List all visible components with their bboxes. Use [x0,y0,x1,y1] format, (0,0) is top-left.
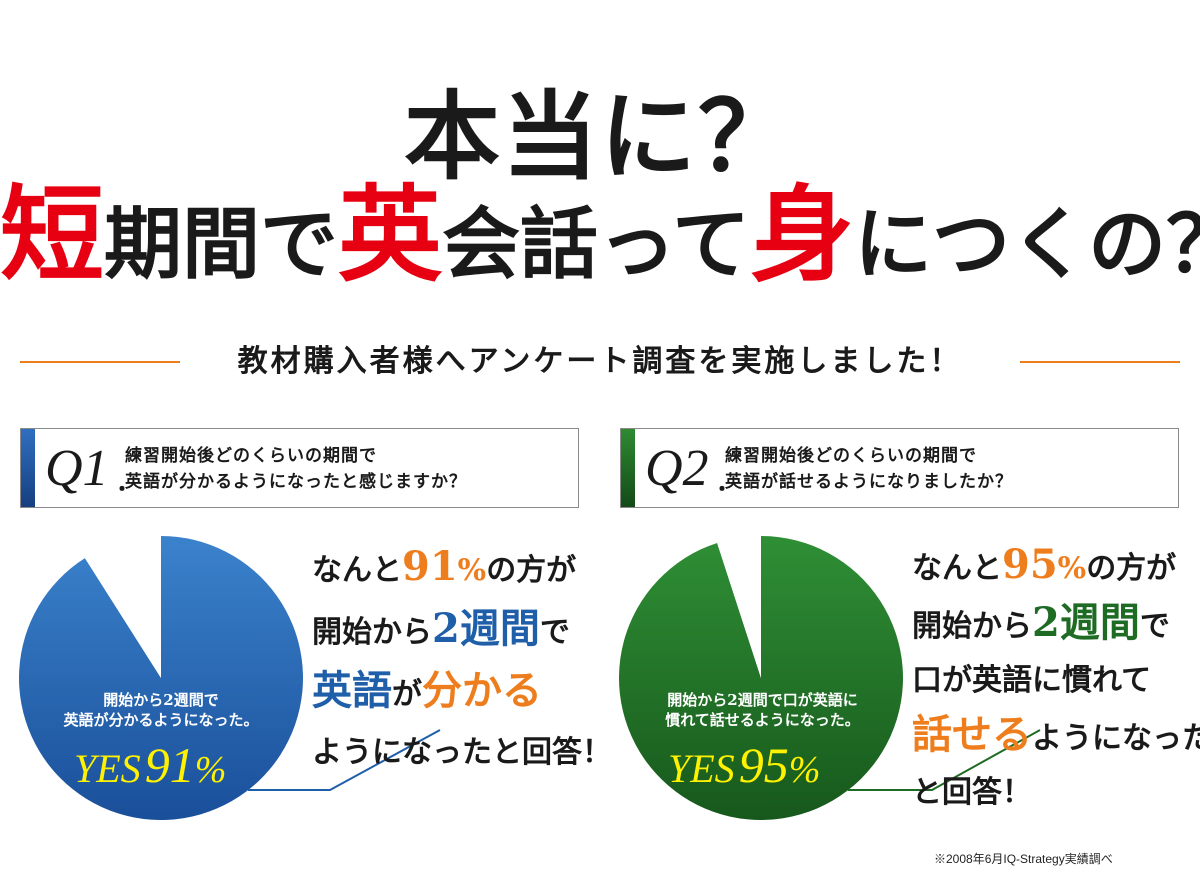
q2-result-segment: 開始から [912,609,1032,644]
q1-pie-slice-yes [18,536,303,820]
q2-yes-number: 95 [738,737,789,793]
q1-yes-label: YES [74,746,141,791]
q2-number: Q2 [645,440,709,497]
q1-result-line: なんと91%の方が [312,540,612,602]
q1-yes-number: 91 [144,737,195,793]
q2-pie-slice-other [717,536,761,678]
q2-result-segment: で [1139,609,1170,644]
q1-pie-chart [18,536,303,820]
q1-result-segment: の方が [486,553,577,588]
survey-subtitle: 教材購入者様へアンケート調査を実施しました！ [237,344,963,379]
q2-result-segment: なんと [912,551,1002,586]
q2-result-line: と回答！ [912,768,1200,822]
q1-result-segment: 開始から [312,615,432,650]
q1-leader-line [248,729,441,791]
q1-pie-caption-line2: 英語が分かるようになった。 [63,711,259,729]
q2-question-line2: 英語が話せるようになりましたか？ [725,472,1013,492]
q2-pie-caption-line2: 慣れて話せるようになった。 [665,711,860,729]
q1-result-line: ようになったと回答！ [312,726,612,784]
q1-result-segment: で [539,615,570,650]
q2-result-segment: の方が [1086,551,1177,586]
q1-result-line: 英語が分かる [312,664,612,726]
q2-result-segment: 口が英語に慣れて [912,663,1152,698]
subtitle-rule-left [20,361,180,363]
q1-dot: ・ [112,477,132,501]
q2-yes-label: YES [668,746,735,791]
q1-question-text: 練習開始後どのくらいの期間で 英語が分かるようになったと感じますか？ [125,443,467,495]
q1-result-line: 開始から2週間で [312,602,612,664]
q1-pie-slice-other [84,536,161,678]
q1-result-text: なんと91%の方が 開始から2週間で 英語が分かる ようになったと回答！ [312,540,612,784]
q1-result-segment: 91 [402,543,458,590]
q1-result-segment: なんと [312,553,402,588]
q2-result-segment: 話せる [912,711,1032,758]
headline-segment: 期間で [104,199,339,290]
headline-line1: 本当に？ [404,80,796,193]
q1-result-segment: 分かる [422,667,542,714]
q2-result-segment: % [1057,551,1087,586]
headline-segment: 身 [750,173,855,296]
q2-leader-line [848,729,1041,791]
q2-result-segment: 95 [1002,541,1058,588]
q1-yes-value: YES 91% [74,736,226,794]
q2-dot: ・ [712,477,732,501]
headline-segment: 英 [338,173,443,296]
headline-segment: 短 [0,173,105,296]
q2-pie-caption: 開始から2週間で口が英語に 慣れて話せるようになった。 [640,690,885,730]
q2-yes-value: YES 95% [668,736,820,794]
q2-result-segment: と回答！ [912,775,1032,810]
q2-question-box: Q2 ・ 練習開始後どのくらいの期間で 英語が話せるようになりましたか？ [620,428,1179,508]
survey-footnote: ※2008年6月IQ-Strategy実績調べ [934,852,1113,866]
q2-result-line: 話せるようになった [912,710,1200,768]
q1-pie-caption-line1: 開始から2週間で [103,691,219,709]
q2-question-text: 練習開始後どのくらいの期間で 英語が話せるようになりましたか？ [725,443,1013,495]
q2-result-line: なんと95%の方が [912,540,1200,598]
q1-result-segment: % [457,553,487,588]
q2-result-line: 開始から2週間で [912,598,1200,656]
q1-question-line1: 練習開始後どのくらいの期間で [125,446,377,466]
headline-segment: 会話って [442,199,751,290]
q1-result-segment: 2週間 [432,605,540,652]
q1-result-segment: が [392,677,422,712]
q1-yes-unit: % [194,749,227,791]
q1-number: Q1 [45,440,109,497]
q2-result-segment: ようになった [1032,721,1200,756]
headline-line2: 短期間で英会話って身につくの？ [0,180,1200,300]
q2-question-line1: 練習開始後どのくらいの期間で [725,446,977,466]
q1-question-line2: 英語が分かるようになったと感じますか？ [125,472,467,492]
q2-pie-chart [619,536,903,820]
q2-result-text: なんと95%の方が 開始から2週間で 口が英語に慣れて 話せるようになった と回答！ [912,540,1200,822]
q2-yes-unit: % [788,749,821,791]
q1-result-segment: ようになったと回答！ [312,735,612,770]
q1-result-segment: 英語 [312,667,392,714]
q2-result-segment: 2週間 [1032,599,1140,646]
q2-accent-bar [621,429,635,507]
subtitle-rule-right [1020,361,1180,363]
q2-pie-caption-line1: 開始から2週間で口が英語に [667,691,858,709]
headline-segment: につくの？ [854,199,1200,290]
q1-pie-caption: 開始から2週間で 英語が分かるようになった。 [46,690,276,730]
q1-accent-bar [21,429,35,507]
q1-question-box: Q1 ・ 練習開始後どのくらいの期間で 英語が分かるようになったと感じますか？ [20,428,579,508]
q2-result-line: 口が英語に慣れて [912,656,1200,710]
